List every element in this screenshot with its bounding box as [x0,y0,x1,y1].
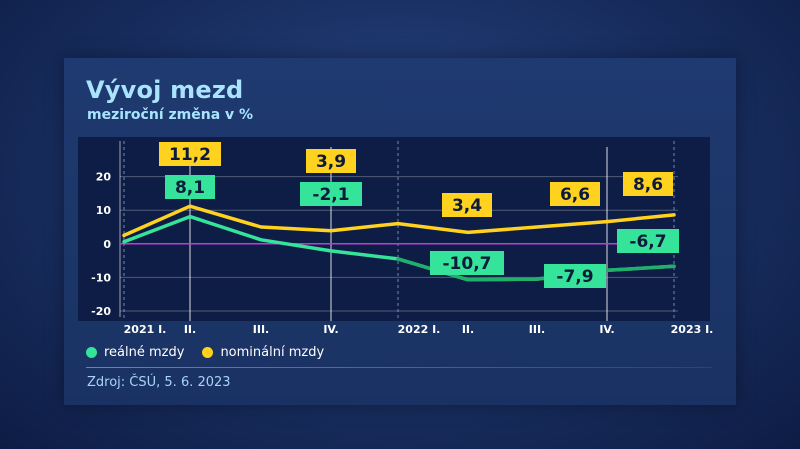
y-tick-label: -20 [91,305,111,318]
legend-dot-real [86,347,97,358]
x-tick-label: II. [184,323,196,336]
legend-item-real: reálné mzdy [86,345,184,360]
x-tick-label: 2021 I. [124,323,167,336]
x-tick-label: IV. [599,323,614,336]
data-label-box [617,229,679,253]
data-label-box [159,142,221,166]
y-tick-label: 10 [96,204,112,217]
data-label: -6,7 [629,232,666,252]
data-label-box [306,149,356,173]
divider [86,367,712,368]
data-label: 8,6 [633,175,663,195]
x-tick-label: III. [529,323,545,336]
data-label: 3,4 [452,196,482,216]
data-label-box [544,264,606,288]
y-tick-label: -10 [91,271,111,284]
data-label: -10,7 [443,254,492,274]
source-note: Zdroj: ČSÚ, 5. 6. 2023 [87,375,231,390]
data-label: -7,9 [556,267,593,287]
data-label: 11,2 [169,145,211,165]
data-label-box [442,193,492,217]
data-label: 8,1 [175,178,205,198]
chart-title: Vývoj mezd [86,76,244,104]
data-label-box [623,172,673,196]
data-label: 6,6 [560,185,590,205]
y-tick-label: 0 [103,238,111,251]
x-tick-label: IV. [323,323,338,336]
x-tick-label: 2022 I. [398,323,441,336]
x-tick-label: II. [462,323,474,336]
data-label-box [430,251,504,275]
plot-area [78,137,710,321]
x-tick-label: III. [253,323,269,336]
data-label-box [550,182,600,206]
legend-dot-nominal [202,347,214,358]
data-label-box [165,175,215,199]
data-label-box [300,182,362,206]
nominal-wages-line [122,204,676,238]
data-label: -2,1 [312,185,349,205]
y-tick-label: 20 [96,171,112,184]
x-tick-label: 2023 I. [671,323,714,336]
legend-item-nominal: nominální mzdy [202,345,324,360]
legend-label-nominal: nominální mzdy [220,345,325,360]
chart-subtitle: meziroční změna v % [87,107,254,123]
data-label: 3,9 [316,152,346,172]
legend: reálné mzdy nominální mzdy [86,345,342,360]
legend-label-real: reálné mzdy [104,345,185,360]
